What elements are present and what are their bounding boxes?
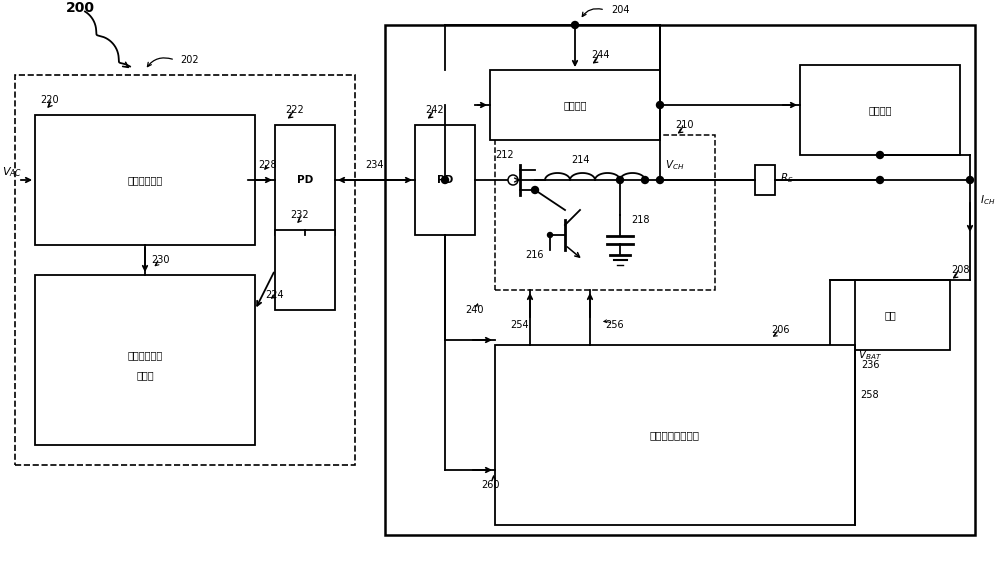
Text: 234: 234: [366, 160, 384, 170]
Text: 208: 208: [951, 265, 969, 275]
Text: 224: 224: [266, 290, 284, 300]
Text: 系统电路: 系统电路: [868, 105, 892, 115]
Bar: [490, 70, 660, 140]
Bar: [415, 125, 475, 235]
Circle shape: [656, 102, 664, 108]
Circle shape: [876, 151, 884, 158]
Text: 244: 244: [591, 50, 609, 60]
Text: 228: 228: [259, 160, 277, 170]
Text: 254: 254: [511, 320, 529, 330]
Circle shape: [442, 176, 448, 183]
Bar: [15, 75, 355, 465]
Text: $I_{CH}$: $I_{CH}$: [980, 193, 995, 207]
Circle shape: [876, 176, 884, 183]
Bar: [495, 345, 855, 525]
Circle shape: [656, 176, 664, 183]
Text: 236: 236: [861, 360, 879, 370]
Circle shape: [642, 176, 648, 183]
Bar: [35, 115, 255, 245]
Text: 214: 214: [571, 155, 589, 165]
Text: PD: PD: [437, 175, 453, 185]
Text: 216: 216: [526, 250, 544, 260]
Bar: [35, 275, 255, 445]
Text: 适配器端的控: 适配器端的控: [127, 350, 163, 360]
Bar: [830, 280, 950, 350]
Text: 230: 230: [151, 255, 169, 265]
Text: $V_{CH}$: $V_{CH}$: [665, 158, 684, 172]
Bar: [275, 230, 335, 310]
Text: 222: 222: [286, 105, 304, 115]
Bar: [385, 25, 975, 535]
Text: 210: 210: [676, 120, 694, 130]
Text: 直通通路: 直通通路: [563, 100, 587, 110]
Text: 电池: 电池: [884, 310, 896, 320]
Text: 202: 202: [181, 55, 199, 65]
Text: 主机端的控制电路: 主机端的控制电路: [650, 430, 700, 440]
Circle shape: [532, 187, 538, 194]
Text: 220: 220: [41, 95, 59, 105]
Text: 218: 218: [631, 215, 649, 225]
Text: $V_{AC}$: $V_{AC}$: [2, 165, 22, 179]
Text: 电能转换电路: 电能转换电路: [127, 175, 163, 185]
Text: 240: 240: [466, 305, 484, 315]
Text: PD: PD: [297, 175, 313, 185]
Text: 260: 260: [481, 480, 499, 490]
Text: 258: 258: [861, 390, 879, 400]
Circle shape: [508, 175, 518, 185]
Text: 200: 200: [66, 1, 94, 15]
Circle shape: [616, 176, 624, 183]
Circle shape: [548, 233, 552, 237]
Bar: [495, 135, 715, 290]
Text: $V_{BAT}$: $V_{BAT}$: [858, 348, 882, 362]
Bar: [755, 165, 775, 195]
Text: 242: 242: [426, 105, 444, 115]
Bar: [800, 65, 960, 155]
Text: 制电路: 制电路: [136, 370, 154, 380]
Text: 206: 206: [771, 325, 789, 335]
Circle shape: [572, 21, 578, 28]
Text: 212: 212: [496, 150, 514, 160]
Circle shape: [966, 176, 974, 183]
Text: $R_S$: $R_S$: [780, 171, 794, 185]
Text: 256: 256: [606, 320, 624, 330]
Text: 204: 204: [611, 5, 629, 15]
Bar: [275, 125, 335, 235]
Text: 232: 232: [291, 210, 309, 220]
